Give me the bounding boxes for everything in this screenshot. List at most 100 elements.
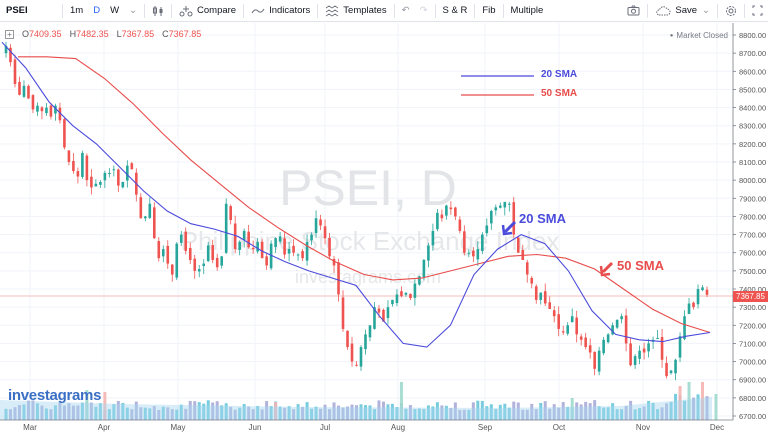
divider	[171, 3, 173, 18]
snapshot-button[interactable]	[622, 0, 645, 22]
indicators-icon	[251, 8, 265, 13]
price-tick-label: 7900.00	[739, 194, 766, 203]
fullscreen-icon	[752, 5, 763, 16]
chevron-down-icon[interactable]: ⌄	[129, 5, 138, 16]
watermark-subtitle: Philippine Stock Exchange Index	[181, 226, 560, 256]
divider	[502, 3, 504, 18]
divider	[243, 3, 245, 18]
price-tick-label: 7700.00	[739, 231, 766, 240]
time-tick-label: May	[170, 423, 185, 432]
time-axis[interactable]: Mar Apr May Jun Jul Aug Sep Oct Nov Dec	[23, 423, 724, 432]
time-tick-label: Mar	[23, 423, 37, 432]
volume-histogram	[0, 382, 718, 420]
fullscreen-button[interactable]	[747, 0, 768, 22]
sma20-line	[1, 41, 711, 348]
watermark: PSEI, D Philippine Stock Exchange Index …	[181, 160, 560, 287]
divider	[434, 3, 436, 18]
templates-button[interactable]: Templates	[320, 0, 391, 22]
price-tick-label: 8500.00	[739, 85, 766, 94]
divider	[393, 3, 395, 18]
chart-type-button[interactable]	[147, 0, 169, 22]
price-tick-label: 7200.00	[739, 321, 766, 330]
price-tick-label: 6800.00	[739, 394, 766, 403]
undo-icon[interactable]: ↶	[401, 5, 410, 16]
price-tick-label: 8700.00	[739, 49, 766, 58]
last-price-label: 7367.85	[733, 291, 768, 302]
interval-1m[interactable]: 1m	[70, 5, 84, 16]
save-button[interactable]: Save ⌄	[650, 0, 715, 22]
price-tick-label: 7000.00	[739, 358, 766, 367]
redo-icon[interactable]: ↷	[419, 5, 428, 16]
price-tick-label: 7500.00	[739, 267, 766, 276]
fib-button[interactable]: Fib	[482, 5, 496, 16]
save-label: Save	[675, 5, 698, 16]
sr-button[interactable]: S & R	[442, 5, 468, 16]
multiple-button[interactable]: Multiple	[510, 5, 544, 16]
compare-button[interactable]: Compare	[174, 0, 241, 22]
indicators-label: Indicators	[269, 5, 311, 16]
price-axis[interactable]: 8800.00 8700.00 8600.00 8500.00 8400.00 8300.…	[733, 31, 766, 421]
cloud-icon	[656, 5, 671, 15]
time-tick-label: Nov	[636, 423, 650, 432]
divider	[317, 3, 319, 18]
time-tick-label: Jun	[249, 423, 262, 432]
time-tick-label: Sep	[478, 423, 493, 432]
time-tick-label: Aug	[391, 423, 405, 432]
price-tick-label: 7800.00	[739, 212, 766, 221]
time-tick-label: Apr	[98, 423, 111, 432]
watermark-title: PSEI, D	[279, 160, 457, 216]
legend-20sma-label: 20 SMA	[541, 69, 578, 80]
expand-icon[interactable]: +	[5, 29, 14, 39]
settings-button[interactable]	[720, 0, 742, 22]
annotation-50sma: 50 SMA	[617, 258, 664, 273]
price-tick-label: 8400.00	[739, 104, 766, 113]
price-tick-label: 6900.00	[739, 376, 766, 385]
price-tick-label: 7600.00	[739, 249, 766, 258]
ohlc-high: H7482.35	[69, 29, 109, 39]
watermark-site: investagrams.com	[295, 267, 441, 287]
divider	[744, 3, 745, 18]
arrow-50sma-icon	[599, 261, 614, 277]
divider	[647, 3, 649, 18]
divider	[144, 3, 146, 18]
gear-icon	[726, 5, 736, 16]
ohlc-low: L7367.85	[116, 29, 155, 39]
arrow-20sma-icon	[501, 220, 517, 236]
price-tick-label: 8800.00	[739, 31, 766, 40]
candlestick-icon	[153, 5, 163, 16]
camera-icon	[627, 5, 640, 16]
divider	[717, 3, 718, 18]
market-status: Market Closed	[670, 31, 728, 40]
compare-icon	[179, 5, 193, 16]
annotation-20sma: 20 SMA	[519, 211, 566, 226]
price-tick-label: 7300.00	[739, 303, 766, 312]
templates-label: Templates	[343, 5, 387, 16]
interval-d[interactable]: D	[93, 5, 101, 16]
price-tick-label: 7100.00	[739, 339, 766, 348]
price-tick-label: 6700.00	[739, 412, 766, 421]
indicators-button[interactable]: Indicators	[246, 0, 315, 22]
time-tick-label: Dec	[710, 423, 724, 432]
ohlc-legend: + O7409.35 H7482.35 L7367.85 C7367.85	[5, 29, 201, 39]
symbol-search[interactable]: PSEI	[6, 5, 28, 16]
time-tick-label: Oct	[553, 423, 566, 432]
divider	[62, 3, 63, 18]
templates-icon	[326, 5, 339, 16]
price-tick-label: 8000.00	[739, 176, 766, 185]
brand-logo: investagrams	[8, 387, 102, 404]
time-tick-label: Jul	[320, 423, 330, 432]
interval-w[interactable]: W	[110, 5, 120, 16]
price-tick-label: 8100.00	[739, 158, 766, 167]
price-tick-label: 8200.00	[739, 140, 766, 149]
grid	[0, 23, 733, 420]
ohlc-open: O7409.35	[22, 29, 62, 39]
chevron-down-icon[interactable]: ⌄	[702, 5, 710, 16]
legend-50sma-label: 50 SMA	[541, 88, 578, 99]
compare-label: Compare	[197, 5, 237, 16]
ohlc-close: C7367.85	[162, 29, 202, 39]
divider	[474, 3, 476, 18]
price-tick-label: 8600.00	[739, 67, 766, 76]
top-toolbar: PSEI 1m D W ⌄ Compare Indicators Templat…	[0, 0, 768, 22]
